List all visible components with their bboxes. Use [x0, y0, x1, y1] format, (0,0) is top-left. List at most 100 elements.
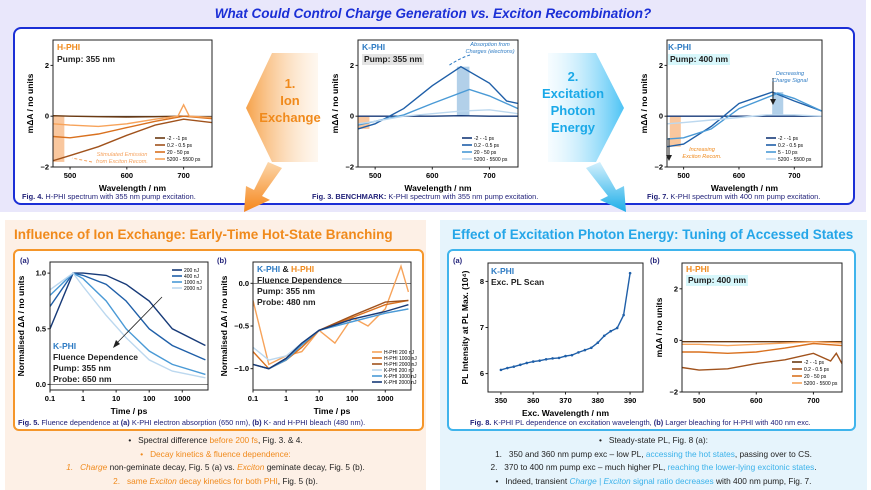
fig4-x-tick-label: 700 [177, 171, 190, 180]
left-b4-t3: decay kinetics for both PHI [176, 476, 278, 486]
fig7-y-axis-label: mΔA / no units [639, 73, 649, 133]
right-b2-t1: 350 and 360 nm pump exc – low PL, [508, 449, 646, 459]
fig3-legend-label: 5200 - 5500 ps [474, 157, 508, 163]
bullet-icon: • [128, 435, 132, 445]
decreasing-arrowhead-icon [770, 99, 776, 105]
fig8a-point [531, 360, 535, 363]
fig5b-y-axis-label: Normalised ΔA / no units [219, 275, 229, 376]
fig5a-x-tick-label: 100 [143, 394, 156, 403]
fig8a-point [602, 334, 606, 338]
left-bullet-2: • Decay kinetics & fluence dependence: [5, 449, 426, 459]
fig5a-panel-letter: (a) [20, 256, 30, 265]
fig8b-series-4 [682, 340, 842, 347]
fig4-y-tick-label: 0 [45, 112, 49, 121]
fig4-y-tick-label: −2 [40, 163, 49, 172]
fig8b-y-axis-label: mΔA / no units [654, 297, 664, 357]
fig5a-y-tick-label: 0.0 [36, 380, 46, 389]
fig7-legend-label: 5 - 10 ps [778, 150, 798, 156]
fig5a-y-tick-label: 0.5 [36, 324, 46, 333]
fig5b-y-tick-label: −0.5 [234, 322, 249, 331]
fig8a-y-tick-label: 7 [480, 323, 484, 332]
fig8b-legend-label: 0.2 - 0.5 ps [804, 367, 830, 373]
fig4-note-line2: from Exciton Recom. [96, 159, 148, 165]
fig3-sample-label: K-PHI [362, 42, 386, 52]
fig5b-legend-label: H-PHI 2000 nJ [384, 362, 417, 368]
fig8a-x-axis-label: Exc. Wavelength / nm [522, 408, 610, 418]
fig7-y-tick-label: −2 [654, 163, 663, 172]
fig3-note: Absorption from Charges (electrons) [455, 42, 525, 56]
fig3-pump-label: Pump: 355 nm [362, 54, 425, 65]
right-bullet-3: 2. 370 to 400 nm pump exc – much higher … [440, 462, 867, 472]
fig7-exciton-note: Increasing Exciton Recom. [672, 147, 732, 161]
right-b2-t3: , passing over to CS. [734, 449, 812, 459]
fig5b-h-label: H-PHI [291, 264, 315, 274]
fig4-chart: 500 600 700 −2 0 2 Wavelength / nm mΔA / no uni… [25, 39, 213, 193]
fig5a-x-tick-label: 1 [81, 394, 85, 403]
left-b3-t1: Charge [80, 462, 108, 472]
left-bullet-1: • Spectral difference before 200 fs, Fig… [5, 435, 426, 445]
fig3-y-axis-label: mΔA / no units [330, 73, 340, 133]
fig8a-point [570, 353, 574, 357]
fig4-caption-text: H-PHI spectrum with 355 nm pump excitati… [43, 192, 196, 201]
fig7-series-2 [667, 91, 822, 148]
left-b1-t1: Spectral difference [138, 435, 210, 445]
fig4-legend-label: -2 - -1 ps [167, 136, 188, 142]
fig8a-point [596, 341, 600, 345]
right-b3-t2: reaching the lower-lying excitonic state… [667, 462, 815, 472]
fig5-caption-b: (b) [252, 418, 262, 427]
fig5b-legend-label: K-PHI 1000 nJ [384, 374, 417, 380]
fig8a-y-axis-label: PL Intensity at PL Max. (10⁴) [460, 270, 470, 384]
absorption-pointer-icon [447, 54, 471, 67]
fig8a-point [499, 368, 503, 372]
left-bullet-3: 1. Charge non-geminate decay, Fig. 5 (a)… [5, 462, 426, 472]
fig5a-frame [49, 261, 209, 391]
fig5b-x-tick-label: 100 [346, 394, 359, 403]
fig3-x-tick-label: 600 [426, 171, 439, 180]
fig4-x-tick-label: 500 [64, 171, 77, 180]
fig3-caption-number: Fig. 3. BENCHMARK: [312, 192, 387, 201]
left-b3-t2: non-geminate decay, Fig. 5 (a) vs. [107, 462, 238, 472]
left-b3-t4: geminate decay, Fig. 5 (b). [264, 462, 365, 472]
fluence-trend-arrow-icon [114, 296, 163, 346]
arrow2-line1: Excitation [541, 86, 605, 101]
fig8a-x-tick-label: 370 [559, 396, 572, 405]
fig8b-chart: 500 600 700 −2 0 2 mΔA / no units -2 - -1 ps0.2… [654, 262, 843, 405]
fig8-caption-t2: Larger bleaching for H-PHI with 400 nm e… [663, 418, 811, 427]
left-bullet-4: 2. same Exciton decay kinetics for both … [5, 476, 426, 486]
fig8b-annotation: H-PHI Pump: 400 nm [686, 264, 749, 286]
fig5a-legend-label: 200 nJ [184, 268, 200, 274]
fig3-y-tick-label: 2 [350, 61, 354, 70]
fig4-pump-label: Pump: 355 nm [57, 54, 116, 64]
right-bullet-2: 1. 350 and 360 nm pump exc – low PL, acc… [440, 449, 867, 459]
fig8a-y-tick-label: 8 [480, 277, 484, 286]
fig4-sample-label: H-PHI [57, 42, 81, 52]
fig4-series-3 [53, 115, 212, 139]
fig8a-sample: K-PHI [491, 266, 515, 276]
fig5b-x-axis-label: Time / ps [314, 406, 351, 416]
fig5a-y-tick-label: 1.0 [36, 269, 46, 278]
fig8b-pump: Pump: 400 nm [686, 275, 749, 286]
fig8b-legend-label: 5200 - 5500 ps [804, 381, 838, 387]
fig4-highlight-band [53, 116, 65, 162]
fig8a-point [564, 354, 567, 358]
fig8a-point [538, 359, 541, 362]
fig8a-annotation: K-PHI Exc. PL Scan [491, 266, 544, 288]
fig3-caption-text: K-PHI spectrum with 355 nm pump excitati… [386, 192, 539, 201]
fig7-caption: Fig. 7. K-PHI spectrum with 400 nm pump … [647, 192, 820, 201]
fig5b-legend-label: K-PHI 200 nJ [384, 368, 414, 374]
fig4-caption-number: Fig. 4. [22, 192, 44, 201]
left-b2-t1: Decay kinetics & fluence dependence: [150, 449, 291, 459]
right-b1-t1: Steady-state PL, Fig. 8 (a): [608, 435, 708, 445]
fig5b-legend-label: K-PHI 2000 nJ [384, 380, 417, 386]
fig8a-panel-letter: (a) [453, 256, 463, 265]
right-b2-num: 1. [495, 449, 502, 459]
orange-down-arrow-icon [244, 162, 282, 212]
fig7-x-tick-label: 600 [733, 171, 746, 180]
fig8b-x-tick-label: 500 [693, 396, 706, 405]
fig8b-sample: H-PHI [686, 264, 710, 274]
fig7-note-line1: Decreasing [775, 71, 805, 77]
fig7-sample-label: K-PHI [668, 42, 692, 52]
left-b4-num: 2. [113, 476, 121, 486]
fig7-note-line3: Increasing [689, 147, 715, 153]
